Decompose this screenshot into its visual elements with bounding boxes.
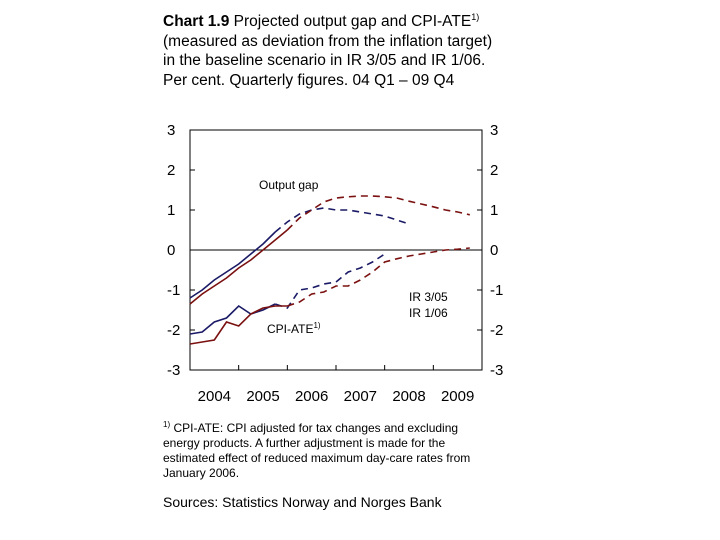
chart-title-part-b: (measured as deviation from the inflatio… bbox=[163, 32, 493, 89]
series-0-line-0-actual bbox=[189, 231, 276, 299]
footnote: 1) CPI-ATE: CPI adjusted for tax changes… bbox=[163, 417, 493, 481]
y-tick-left-label: 1 bbox=[167, 202, 175, 219]
x-tick-label: 2005 bbox=[246, 388, 279, 405]
annotation-ir106: IR 1/06 bbox=[409, 306, 448, 320]
y-tick-left-label: 2 bbox=[167, 162, 175, 179]
x-tick-label: 2008 bbox=[392, 388, 425, 405]
annotation-output-gap: Output gap bbox=[259, 178, 319, 192]
series-0-line-1-projection bbox=[274, 253, 386, 309]
annotation-cpi-ate-text: CPI-ATE bbox=[267, 322, 313, 336]
y-tick-right-label: -1 bbox=[490, 282, 503, 299]
y-tick-left-label: 3 bbox=[167, 122, 175, 139]
annotation-ir305: IR 3/05 bbox=[409, 290, 448, 304]
y-tick-left-label: 0 bbox=[167, 242, 175, 259]
chart-number: Chart 1.9 bbox=[163, 13, 230, 31]
y-tick-left-label: -3 bbox=[167, 362, 180, 379]
series-0-line-0-projection bbox=[274, 207, 410, 233]
y-tick-right-label: 2 bbox=[490, 162, 498, 179]
series-0-line-1-actual bbox=[189, 303, 276, 335]
y-axis-left: 3 2 1 0 -1 -2 -3 bbox=[167, 122, 195, 379]
chart-title-part-a: Projected output gap and CPI-ATE bbox=[233, 13, 472, 31]
x-tick-label: 2009 bbox=[441, 388, 474, 405]
x-tick-label: 2004 bbox=[198, 388, 231, 405]
annotations: Output gap CPI-ATE1) IR 3/05 IR 1/06 bbox=[259, 178, 448, 336]
x-tick-label: 2006 bbox=[295, 388, 328, 405]
y-tick-right-label: 0 bbox=[490, 242, 498, 259]
x-axis: 2004 2005 2006 2007 2008 2009 bbox=[189, 365, 483, 405]
y-tick-right-label: 1 bbox=[490, 202, 498, 219]
sources-note: Sources: Statistics Norway and Norges Ba… bbox=[163, 494, 442, 510]
plot-frame bbox=[189, 129, 483, 371]
series-1-line-0-actual bbox=[189, 229, 288, 305]
series-1-line-1-projection bbox=[287, 247, 470, 307]
y-tick-left-label: -1 bbox=[167, 282, 180, 299]
x-tick-label: 2007 bbox=[344, 388, 377, 405]
chart-title-sup: 1) bbox=[471, 12, 480, 22]
y-axis-right: 3 2 1 0 -1 -2 -3 bbox=[477, 122, 503, 379]
series-1-line-1-actual bbox=[189, 305, 288, 345]
series-lines bbox=[189, 195, 470, 345]
series-1-line-0-projection bbox=[286, 195, 470, 231]
annotation-cpi-ate-sup: 1) bbox=[313, 321, 320, 330]
y-tick-right-label: -2 bbox=[490, 322, 503, 339]
annotation-cpi-ate: CPI-ATE1) bbox=[267, 321, 321, 336]
chart-title: Chart 1.9 Projected output gap and CPI-A… bbox=[163, 8, 508, 90]
y-tick-right-label: 3 bbox=[490, 122, 498, 139]
footnote-text: CPI-ATE: CPI adjusted for tax changes an… bbox=[163, 421, 471, 480]
footnote-marker: 1) bbox=[163, 420, 171, 429]
y-tick-left-label: -2 bbox=[167, 322, 180, 339]
y-tick-right-label: -3 bbox=[490, 362, 503, 379]
